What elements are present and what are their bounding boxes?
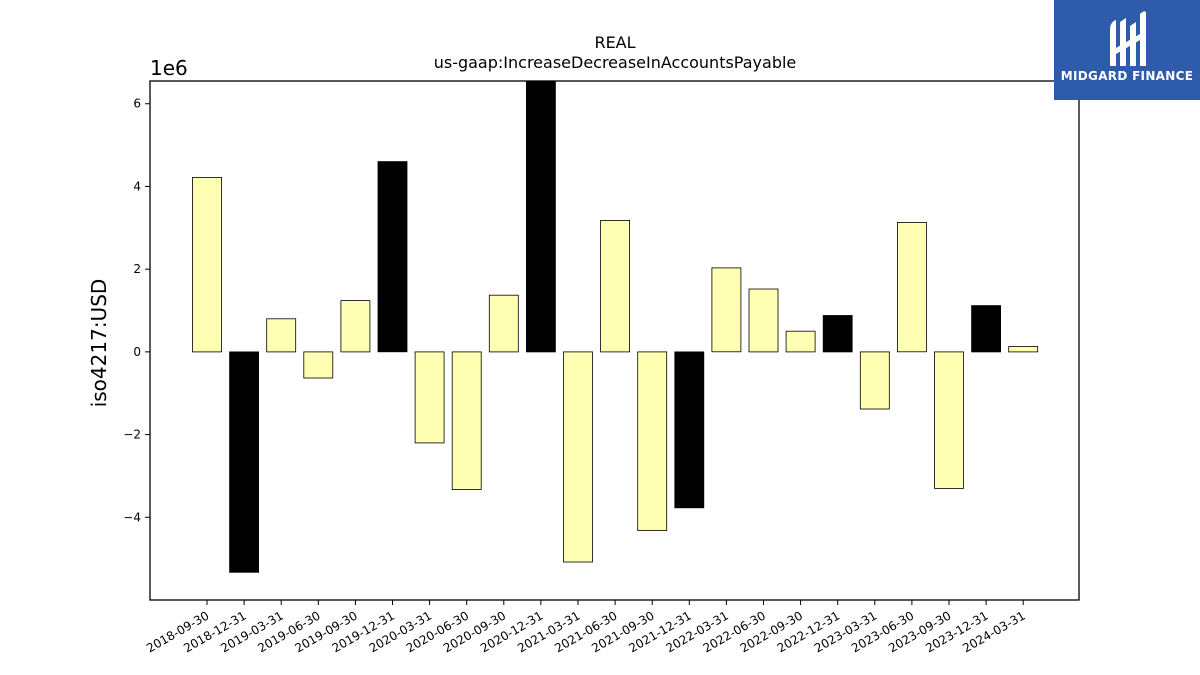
- bar-2022-12-31: [822, 315, 853, 353]
- y-axis: −4 −2 0 2 4 6: [123, 97, 150, 524]
- y-tick-label: 2: [133, 262, 141, 276]
- bar-2024-03-31: [1008, 346, 1039, 353]
- bar-2020-12-31: [526, 80, 556, 353]
- bars-group: [192, 80, 1039, 573]
- bar-2023-03-31: [859, 351, 890, 410]
- company-logo: MIDGARD FINANCE: [1054, 0, 1200, 100]
- bar-2018-12-31: [229, 351, 260, 573]
- bar-2019-03-31: [266, 318, 297, 353]
- y-axis-label: iso4217:USD: [87, 279, 111, 408]
- bar-2021-12-31: [674, 351, 705, 509]
- bar-2022-03-31: [711, 267, 742, 353]
- bar-2021-09-30: [637, 351, 668, 531]
- y-tick-label: −4: [123, 510, 141, 524]
- y-offset-label: 1e6: [150, 56, 188, 80]
- bar-2019-12-31: [377, 161, 408, 353]
- y-tick-label: 4: [133, 179, 141, 193]
- y-tick-label: 0: [133, 345, 141, 359]
- plot-frame: [149, 80, 1080, 601]
- bar-2019-06-30: [303, 351, 334, 379]
- bar-2022-09-30: [785, 330, 816, 353]
- bar-2022-06-30: [748, 288, 779, 353]
- bar-2020-06-30: [451, 351, 482, 490]
- bar-2020-09-30: [488, 294, 519, 353]
- bar-2019-09-30: [340, 300, 371, 353]
- chart-title: REAL: [594, 33, 635, 52]
- logo-mark-icon: [1110, 11, 1146, 67]
- bar-2023-09-30: [934, 351, 964, 489]
- bar-2018-09-30: [192, 176, 222, 353]
- chart-subtitle: us-gaap:IncreaseDecreaseInAccountsPayabl…: [434, 53, 797, 72]
- y-tick-label: −2: [123, 428, 141, 442]
- y-tick-label: 6: [133, 97, 141, 111]
- bar-2021-03-31: [563, 351, 593, 563]
- x-axis: 2018-09-302018-12-312019-03-312019-06-30…: [144, 600, 1028, 655]
- bar-2021-06-30: [600, 219, 630, 353]
- bar-2023-06-30: [897, 221, 927, 353]
- logo-text: MIDGARD FINANCE: [1060, 69, 1194, 83]
- bar-2020-03-31: [414, 351, 445, 444]
- bar-2023-12-31: [971, 305, 1001, 353]
